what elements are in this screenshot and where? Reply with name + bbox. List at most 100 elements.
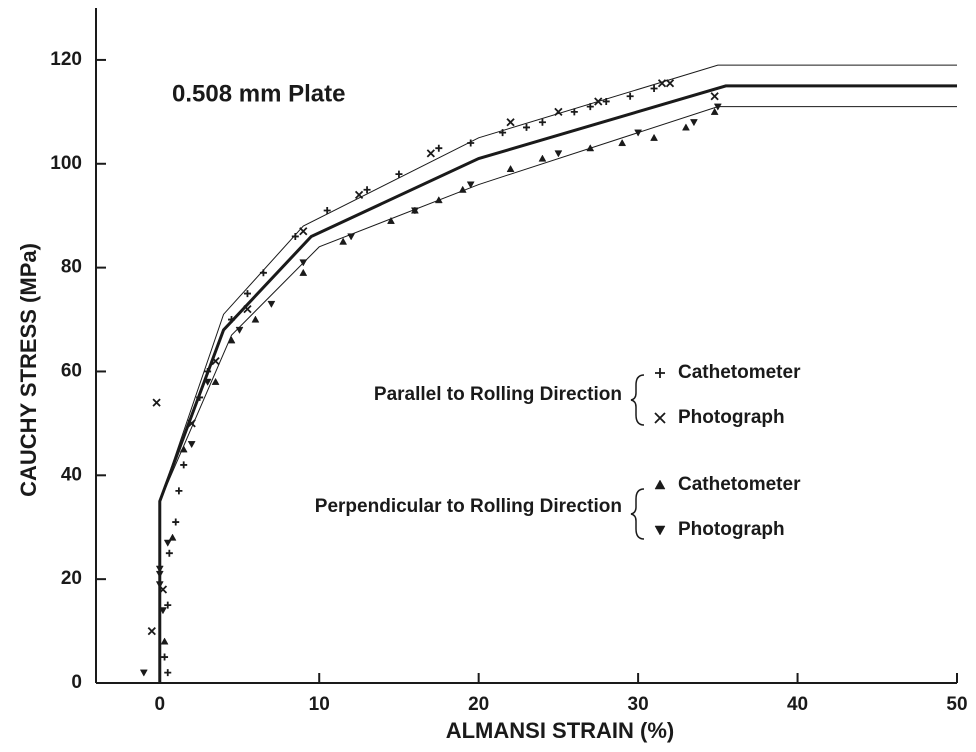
legend-group-label: Perpendicular to Rolling Direction [315,496,622,517]
marker [426,149,435,158]
marker [354,190,364,200]
marker [499,129,507,137]
curve [159,106,957,502]
legend-group-label: Parallel to Rolling Direction [374,384,622,405]
marker [211,377,220,385]
marker [172,518,180,526]
x-tick-label: 0 [154,694,165,715]
legend-label: Photograph [678,519,785,540]
marker [165,549,173,557]
y-tick-label: 120 [50,49,82,70]
chart-title: 0.508 mm Plate [172,80,345,107]
marker [228,316,236,324]
marker [710,107,719,115]
curve [159,64,957,502]
marker [299,259,308,267]
legend-label: Cathetometer [678,474,801,495]
legend-label: Cathetometer [678,362,801,383]
marker [655,368,665,378]
marker [657,79,667,88]
marker [211,356,220,366]
marker [689,119,698,127]
marker [682,123,690,131]
marker [164,669,172,677]
marker [650,133,658,141]
marker [602,97,610,105]
marker [506,164,515,173]
marker [347,233,356,241]
marker [395,170,403,178]
marker [168,533,177,541]
marker [291,232,299,240]
marker [175,487,183,495]
marker [203,378,212,386]
marker [654,412,666,424]
marker [160,637,169,645]
y-tick-label: 20 [61,568,82,589]
legend-brace [630,488,645,540]
legend-label: Photograph [678,407,785,428]
marker [538,118,546,126]
marker [152,398,161,407]
y-tick-label: 40 [61,464,82,485]
x-tick-label: 20 [468,694,489,715]
marker [713,103,722,111]
marker [538,154,547,162]
marker [259,269,267,277]
marker [299,227,308,236]
marker [251,315,260,323]
marker [299,268,308,276]
marker [227,336,236,344]
y-tick-label: 60 [61,360,82,381]
marker [586,144,595,152]
marker [618,138,627,147]
y-axis-label: CAUCHY STRESS (MPa) [16,243,41,497]
marker [155,570,164,578]
marker [458,185,467,193]
marker [147,626,156,636]
marker [626,92,634,100]
marker [158,585,168,594]
x-tick-label: 50 [946,694,967,715]
y-tick-label: 0 [71,672,82,693]
marker [586,103,594,111]
marker [179,445,188,453]
marker [155,581,164,589]
marker [196,393,204,401]
marker [594,97,603,106]
marker [654,525,666,536]
marker [710,92,719,101]
marker [163,539,172,547]
marker [139,669,148,677]
marker [187,441,196,449]
x-tick-label: 40 [787,694,808,715]
marker [159,607,167,615]
marker [155,565,164,573]
marker [506,118,515,127]
marker [363,186,371,194]
marker [467,139,475,147]
marker [554,150,563,158]
marker [387,216,395,224]
marker [204,367,212,375]
marker [243,290,251,298]
marker [570,108,578,116]
marker [523,123,530,131]
x-tick-label: 10 [309,694,330,715]
marker [267,300,276,308]
marker [187,419,196,428]
marker [634,129,643,137]
marker [180,461,188,469]
marker [164,601,172,609]
y-tick-label: 80 [61,257,82,278]
legend-brace [630,374,645,426]
y-tick-label: 100 [50,153,82,174]
x-axis-label: ALMANSI STRAIN (%) [446,718,675,743]
marker [339,237,348,245]
marker [243,305,252,314]
x-tick-label: 30 [628,694,649,715]
marker [235,326,244,334]
marker [323,207,331,214]
marker [554,107,563,116]
